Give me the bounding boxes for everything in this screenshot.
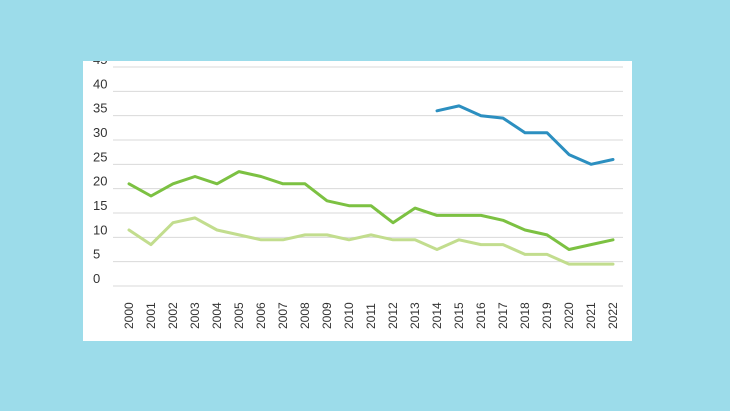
x-tick-label: 2011 — [364, 303, 378, 329]
series-lines — [127, 104, 615, 266]
y-tick-label: 20 — [93, 174, 107, 189]
series-blue-line — [435, 104, 615, 166]
x-tick-label: 2019 — [540, 302, 554, 329]
x-tick-label: 2002 — [166, 302, 180, 329]
y-tick-label: 35 — [93, 101, 107, 116]
x-tick-label: 2001 — [144, 302, 158, 329]
y-tick-label: 10 — [93, 222, 107, 237]
x-tick-label: 2006 — [254, 302, 268, 329]
x-tick-label: 2013 — [408, 302, 422, 329]
series-green-line — [127, 170, 615, 251]
y-tick-label: 45 — [93, 61, 107, 67]
x-tick-label: 2020 — [562, 302, 576, 329]
x-tick-label: 2014 — [430, 302, 444, 329]
series-light-green-line — [127, 216, 615, 266]
y-axis-ticks: 0 5 10 15 20 25 30 35 40 45 — [93, 61, 107, 286]
x-tick-label: 2004 — [210, 302, 224, 329]
chart-panel: 051015202530354045 200020012002200320042… — [83, 61, 632, 341]
y-tick-label: 30 — [93, 125, 107, 140]
x-tick-label: 2003 — [188, 302, 202, 329]
x-tick-label: 2018 — [518, 302, 532, 329]
x-tick-label: 2009 — [320, 302, 334, 329]
x-tick-label: 2008 — [298, 302, 312, 329]
x-tick-label: 2000 — [122, 302, 136, 329]
x-tick-label: 2012 — [386, 302, 400, 329]
x-tick-label: 2021 — [584, 302, 598, 329]
x-tick-label: 2005 — [232, 302, 246, 329]
x-tick-label: 2016 — [474, 302, 488, 329]
x-tick-label: 2010 — [342, 302, 356, 329]
x-tick-label: 2022 — [606, 302, 620, 329]
x-axis-ticks: 2000 2001 2002 2003 2004 2005 2006 2007 2008 2009… — [122, 302, 620, 329]
x-tick-label: 2007 — [276, 302, 290, 329]
y-tick-label: 25 — [93, 149, 107, 164]
y-tick-label: 40 — [93, 76, 107, 91]
grid-lines — [113, 66, 623, 287]
y-tick-label: 15 — [93, 198, 107, 213]
line-chart: 051015202530354045 200020012002200320042… — [93, 61, 623, 329]
y-tick-label: 0 — [93, 271, 100, 286]
y-tick-label: 5 — [93, 247, 100, 262]
x-tick-label: 2015 — [452, 302, 466, 329]
x-tick-label: 2017 — [496, 302, 510, 329]
